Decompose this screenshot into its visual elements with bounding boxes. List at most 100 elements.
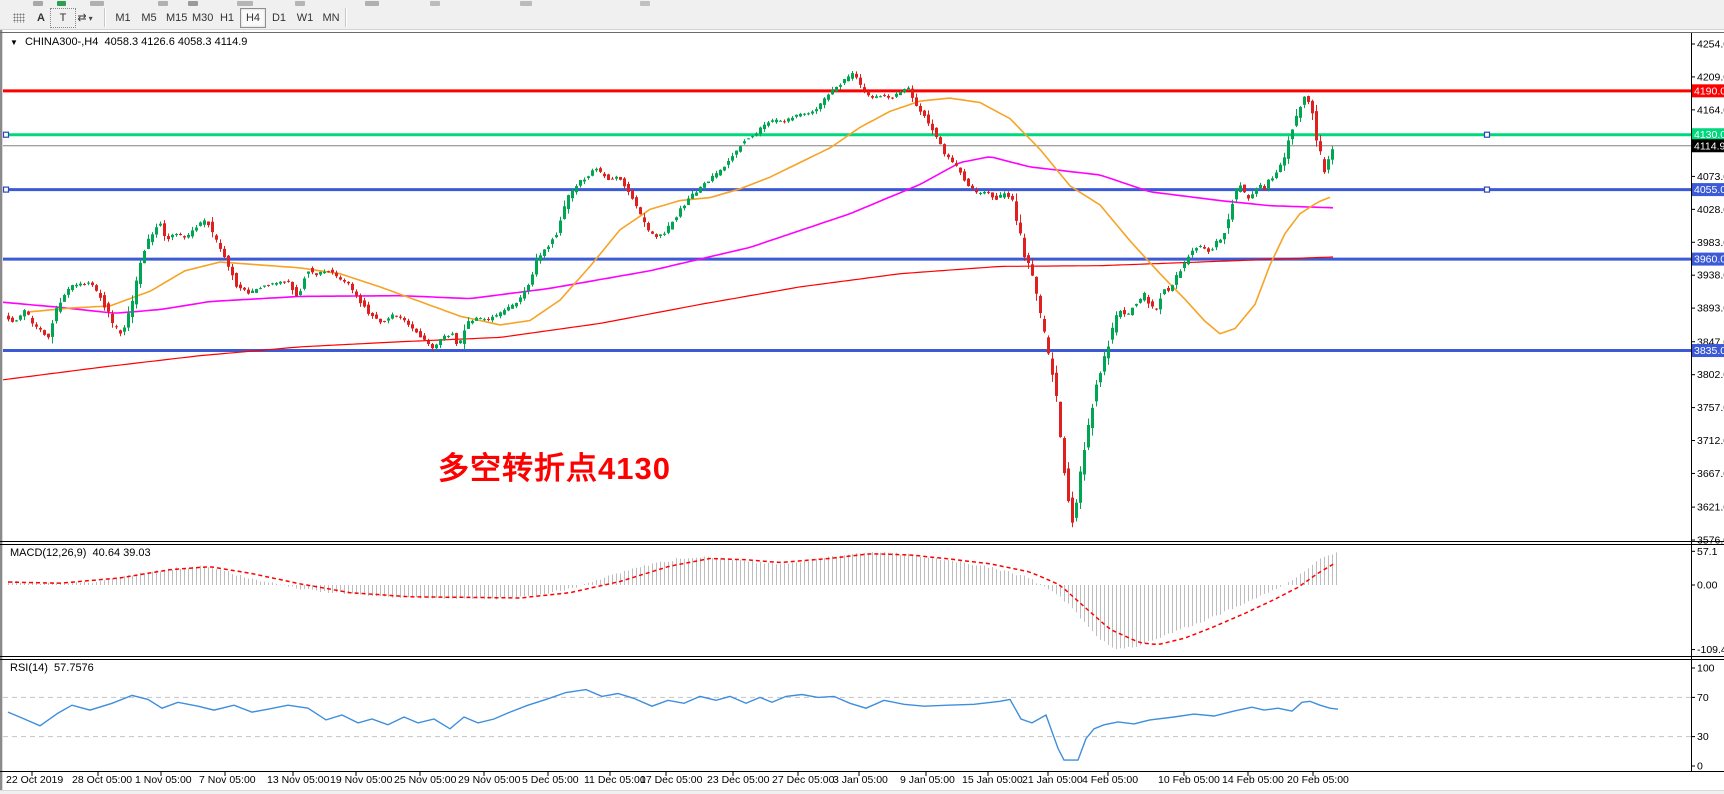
candle-body: [947, 154, 950, 158]
candle-body: [327, 271, 330, 273]
timeframe-button-w1[interactable]: W1: [296, 12, 314, 24]
timeframe-button-h1[interactable]: H1: [219, 12, 235, 24]
candle-body: [595, 168, 598, 171]
candle-body: [451, 333, 454, 335]
time-tick-label[interactable]: 4 Feb 05:00: [1082, 774, 1138, 786]
time-tick-label[interactable]: 17 Dec 05:00: [640, 774, 703, 786]
time-tick-label[interactable]: 10 Feb 05:00: [1158, 774, 1220, 786]
candle-body: [1075, 502, 1078, 518]
candle-body: [879, 96, 882, 98]
price-tick-label: 3938.0: [1697, 270, 1724, 282]
time-tick-label[interactable]: 21 Jan 05:00: [1022, 774, 1083, 786]
candle-body: [639, 207, 642, 215]
timeframe-button-d1[interactable]: D1: [271, 12, 287, 24]
time-tick-label[interactable]: 5 Dec 05:00: [522, 774, 579, 786]
ma-red-line: [2, 256, 1334, 381]
candle-body: [399, 316, 402, 318]
cutoff-icon-fragment: [90, 1, 104, 6]
arrow-tool-button[interactable]: A: [37, 12, 45, 24]
timeframe-button-h4[interactable]: H4: [240, 8, 266, 28]
candle-body: [127, 313, 130, 328]
candle-body: [503, 310, 506, 315]
price-tag-label: 3835.0: [1694, 345, 1724, 357]
price-tag-4114.9[interactable]: [1692, 139, 1724, 153]
time-tick-label[interactable]: 23 Dec 05:00: [707, 774, 770, 786]
time-tick-label[interactable]: 29 Nov 05:00: [458, 774, 521, 786]
candle-body: [1243, 184, 1246, 193]
time-tick-label[interactable]: 14 Feb 05:00: [1222, 774, 1284, 786]
time-tick-label[interactable]: 19 Nov 05:00: [330, 774, 393, 786]
timeframe-button-m5[interactable]: M5: [141, 12, 157, 24]
candle-body: [331, 269, 334, 273]
candle-body: [175, 234, 178, 236]
price-tag-3835.0[interactable]: [1692, 344, 1724, 358]
candle-body: [883, 95, 886, 97]
candle-body: [803, 113, 806, 115]
level-handle[interactable]: [1483, 186, 1491, 193]
price-tag-4190.0[interactable]: [1692, 84, 1724, 98]
candle-body: [1011, 196, 1014, 200]
down-triangle-icon[interactable]: ▼: [10, 38, 18, 47]
candle-body: [1111, 327, 1114, 340]
time-tick-label[interactable]: 7 Nov 05:00: [199, 774, 256, 786]
candle-body: [523, 290, 526, 299]
time-tick-label[interactable]: 27 Dec 05:00: [772, 774, 835, 786]
candle-body: [35, 324, 38, 327]
candle-body: [811, 111, 814, 114]
window-left-border: [0, 30, 2, 792]
timeframe-button-m30[interactable]: M30: [192, 12, 214, 24]
candle-body: [1051, 358, 1054, 375]
candle-body: [931, 123, 934, 131]
time-tick-label[interactable]: 15 Jan 05:00: [962, 774, 1023, 786]
price-tag-label: 4190.0: [1694, 85, 1724, 97]
candle-body: [583, 179, 586, 182]
candle-body: [563, 206, 566, 219]
candle-body: [459, 340, 462, 344]
indicator-cycle-button[interactable]: ⇄ ▾: [72, 8, 98, 28]
level-handle[interactable]: [1483, 131, 1491, 138]
time-tick-label[interactable]: 22 Oct 2019: [6, 774, 63, 786]
time-tick-label[interactable]: 1 Nov 05:00: [135, 774, 192, 786]
time-tick-label[interactable]: 25 Nov 05:00: [394, 774, 457, 786]
time-tick-label[interactable]: 13 Nov 05:00: [267, 774, 330, 786]
text-label-tool-button[interactable]: T: [50, 8, 76, 28]
time-tick-label[interactable]: 3 Jan 05:00: [833, 774, 888, 786]
price-tag-4055.0[interactable]: [1692, 183, 1724, 197]
timeframe-button-mn[interactable]: MN: [322, 12, 340, 24]
candle-body: [543, 249, 546, 256]
candle-body: [499, 312, 502, 317]
candle-body: [23, 310, 26, 317]
candle-body: [1207, 248, 1210, 252]
price-tick-label: 3712.0: [1697, 435, 1724, 447]
time-tick-label[interactable]: 28 Oct 05:00: [72, 774, 132, 786]
timeframe-button-m1[interactable]: M1: [115, 12, 131, 24]
timeframe-button-m15[interactable]: M15: [166, 12, 188, 24]
crosshair-grid-icon[interactable]: [6, 8, 32, 28]
candle-body: [191, 230, 194, 237]
macd-values: 40.64 39.03: [92, 547, 151, 559]
candle-body: [379, 318, 382, 323]
candle-body: [287, 280, 290, 282]
candle-body: [423, 335, 426, 340]
level-handle[interactable]: [2, 131, 10, 138]
cutoff-icon-fragment: [365, 1, 379, 6]
level-handle[interactable]: [2, 186, 10, 193]
rsi-tick-label: 0: [1697, 761, 1703, 773]
grid-icon: [13, 13, 25, 23]
time-tick-label[interactable]: 20 Feb 05:00: [1287, 774, 1349, 786]
time-tick-label[interactable]: 9 Jan 05:00: [900, 774, 955, 786]
time-tick-label[interactable]: 11 Dec 05:00: [584, 774, 646, 786]
macd-tick-label: -109.43: [1697, 644, 1724, 656]
candle-body: [187, 234, 190, 238]
candle-body: [171, 234, 174, 238]
candle-body: [199, 222, 202, 226]
candle-body: [987, 191, 990, 193]
candle-body: [871, 96, 874, 98]
price-tag-4130.0[interactable]: [1692, 128, 1724, 142]
candle-body: [51, 323, 54, 337]
price-tag-3960.0[interactable]: [1692, 252, 1724, 266]
candle-body: [435, 344, 438, 349]
candle-body: [475, 317, 478, 321]
macd-tick-label: 57.1: [1697, 546, 1718, 558]
